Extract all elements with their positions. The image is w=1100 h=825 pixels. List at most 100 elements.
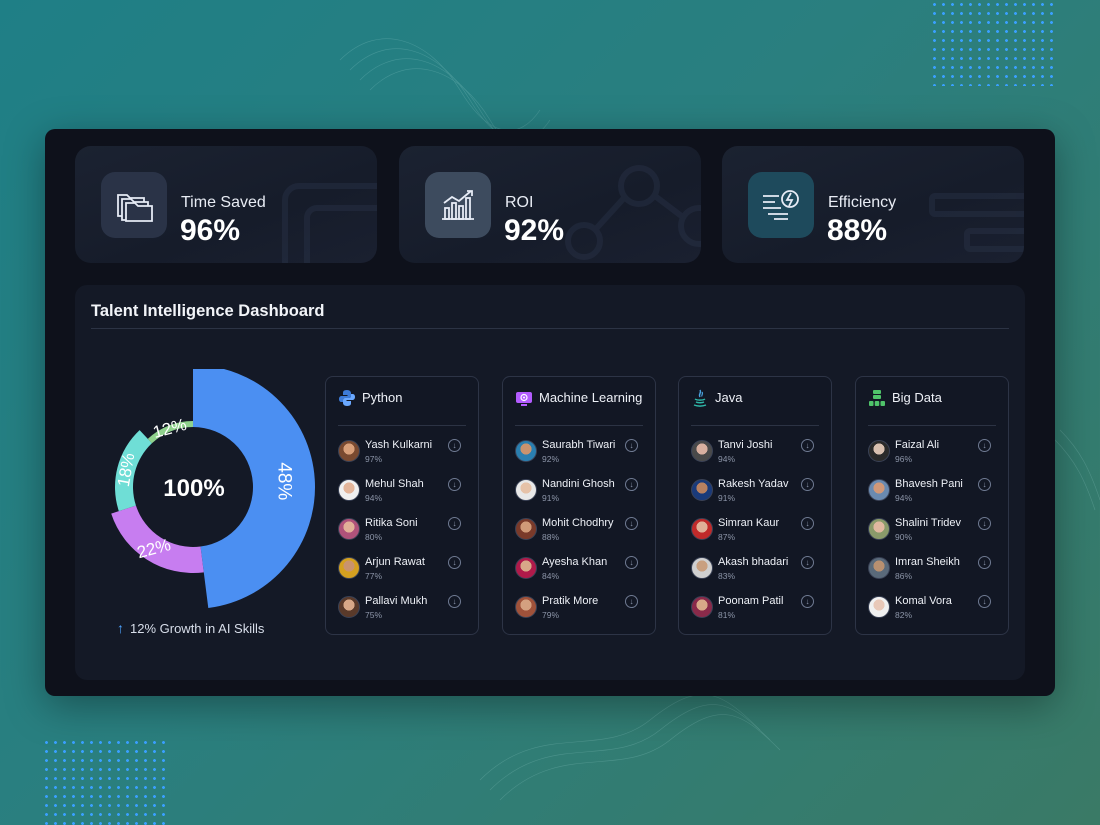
- download-icon[interactable]: ↓: [801, 478, 814, 491]
- card-header: Python: [338, 389, 468, 427]
- person-score: 87%: [718, 532, 736, 542]
- card-header: Machine Learning: [515, 389, 645, 427]
- list-item[interactable]: Tanvi Joshi 94% ↓: [691, 439, 821, 469]
- kpi-value: 96%: [180, 214, 241, 247]
- download-icon[interactable]: ↓: [978, 595, 991, 608]
- divider: [91, 328, 1009, 329]
- skill-card-machine-learning: Machine Learning Saurabh Tiwari 92% ↓ Na…: [502, 376, 656, 635]
- card-title: Java: [715, 390, 743, 405]
- avatar: [515, 596, 537, 618]
- download-icon[interactable]: ↓: [978, 478, 991, 491]
- divider: [515, 425, 643, 426]
- dashboard-panel: Time Saved 96% ROI 92%: [45, 129, 1055, 696]
- download-icon[interactable]: ↓: [625, 556, 638, 569]
- list-item[interactable]: Simran Kaur 87% ↓: [691, 517, 821, 547]
- list-item[interactable]: Komal Vora 82% ↓: [868, 595, 998, 625]
- donut-center-label: 100%: [163, 475, 225, 502]
- person-name: Nandini Ghosh: [542, 478, 615, 490]
- person-name: Ayesha Khan: [542, 556, 608, 568]
- person-name: Mehul Shah: [365, 478, 424, 490]
- list-item[interactable]: Pallavi Mukh 75% ↓: [338, 595, 468, 625]
- machine-learning-icon: [516, 392, 532, 406]
- list-item[interactable]: Bhavesh Pani 94% ↓: [868, 478, 998, 508]
- list-item[interactable]: Imran Sheikh 86% ↓: [868, 556, 998, 586]
- download-icon[interactable]: ↓: [625, 478, 638, 491]
- kpi-value: 88%: [827, 214, 888, 247]
- download-icon[interactable]: ↓: [448, 556, 461, 569]
- list-item[interactable]: Ayesha Khan 84% ↓: [515, 556, 645, 586]
- donut-slice: [115, 430, 152, 512]
- download-icon[interactable]: ↓: [448, 595, 461, 608]
- download-icon[interactable]: ↓: [448, 478, 461, 491]
- person-name: Simran Kaur: [718, 517, 780, 529]
- talent-dashboard: Talent Intelligence Dashboard 48% 22% 18% 1…: [75, 285, 1025, 680]
- java-icon: [693, 389, 707, 407]
- download-icon[interactable]: ↓: [448, 439, 461, 452]
- folders-icon: [101, 172, 167, 238]
- list-item[interactable]: Saurabh Tiwari 92% ↓: [515, 439, 645, 469]
- person-score: 91%: [542, 493, 560, 503]
- avatar: [868, 440, 890, 462]
- skill-card-python: Python Yash Kulkarni 97% ↓ Mehul Shah 94…: [325, 376, 479, 635]
- list-item[interactable]: Rakesh Yadav 91% ↓: [691, 478, 821, 508]
- avatar: [691, 479, 713, 501]
- list-item[interactable]: Yash Kulkarni 97% ↓: [338, 439, 468, 469]
- list-item[interactable]: Akash bhadari 83% ↓: [691, 556, 821, 586]
- skill-card-java: Java Tanvi Joshi 94% ↓ Rakesh Yadav 91% …: [678, 376, 832, 635]
- download-icon[interactable]: ↓: [978, 439, 991, 452]
- person-name: Tanvi Joshi: [718, 439, 773, 451]
- big-data-icon: [869, 390, 885, 406]
- list-item[interactable]: Ritika Soni 80% ↓: [338, 517, 468, 547]
- person-name: Mohit Chodhry: [542, 517, 614, 529]
- list-item[interactable]: Nandini Ghosh 91% ↓: [515, 478, 645, 508]
- avatar: [338, 479, 360, 501]
- donut-slice: [193, 365, 315, 609]
- card-title: Python: [362, 390, 403, 405]
- person-score: 86%: [895, 571, 913, 581]
- download-icon[interactable]: ↓: [978, 556, 991, 569]
- kpi-card-roi[interactable]: ROI 92%: [399, 146, 701, 263]
- donut-slice-label: 18%: [114, 451, 139, 488]
- person-score: 94%: [365, 493, 383, 503]
- donut-slice: [111, 505, 204, 573]
- download-icon[interactable]: ↓: [801, 439, 814, 452]
- person-name: Komal Vora: [895, 595, 952, 607]
- list-item[interactable]: Shalini Tridev 90% ↓: [868, 517, 998, 547]
- list-item[interactable]: Pratik More 79% ↓: [515, 595, 645, 625]
- download-icon[interactable]: ↓: [625, 595, 638, 608]
- kpi-card-efficiency[interactable]: Efficiency 88%: [722, 146, 1024, 263]
- list-item[interactable]: Mohit Chodhry 88% ↓: [515, 517, 645, 547]
- avatar: [691, 557, 713, 579]
- download-icon[interactable]: ↓: [801, 517, 814, 530]
- download-icon[interactable]: ↓: [625, 517, 638, 530]
- avatar: [338, 596, 360, 618]
- kpi-label: Efficiency: [828, 194, 897, 211]
- person-score: 88%: [542, 532, 560, 542]
- kpi-label: ROI: [505, 194, 534, 211]
- list-item[interactable]: Faizal Ali 96% ↓: [868, 439, 998, 469]
- kpi-card-time-saved[interactable]: Time Saved 96%: [75, 146, 377, 263]
- divider: [691, 425, 819, 426]
- avatar: [338, 440, 360, 462]
- list-item[interactable]: Arjun Rawat 77% ↓: [338, 556, 468, 586]
- network-decoration: [565, 165, 701, 260]
- person-name: Bhavesh Pani: [895, 478, 963, 490]
- download-icon[interactable]: ↓: [978, 517, 991, 530]
- person-name: Imran Sheikh: [895, 556, 960, 568]
- list-item[interactable]: Poonam Patil 81% ↓: [691, 595, 821, 625]
- download-icon[interactable]: ↓: [448, 517, 461, 530]
- growth-summary: ↑ 12% Growth in AI Skills: [117, 620, 264, 636]
- person-score: 94%: [895, 493, 913, 503]
- card-title: Machine Learning: [539, 390, 643, 405]
- avatar: [868, 596, 890, 618]
- person-name: Poonam Patil: [718, 595, 784, 607]
- download-icon[interactable]: ↓: [801, 556, 814, 569]
- download-icon[interactable]: ↓: [801, 595, 814, 608]
- person-score: 80%: [365, 532, 383, 542]
- divider: [868, 425, 996, 426]
- person-name: Pallavi Mukh: [365, 595, 428, 607]
- person-name: Akash bhadari: [718, 556, 789, 568]
- download-icon[interactable]: ↓: [625, 439, 638, 452]
- skills-donut-chart: 48% 22% 18% 12% 100%: [85, 365, 315, 609]
- list-item[interactable]: Mehul Shah 94% ↓: [338, 478, 468, 508]
